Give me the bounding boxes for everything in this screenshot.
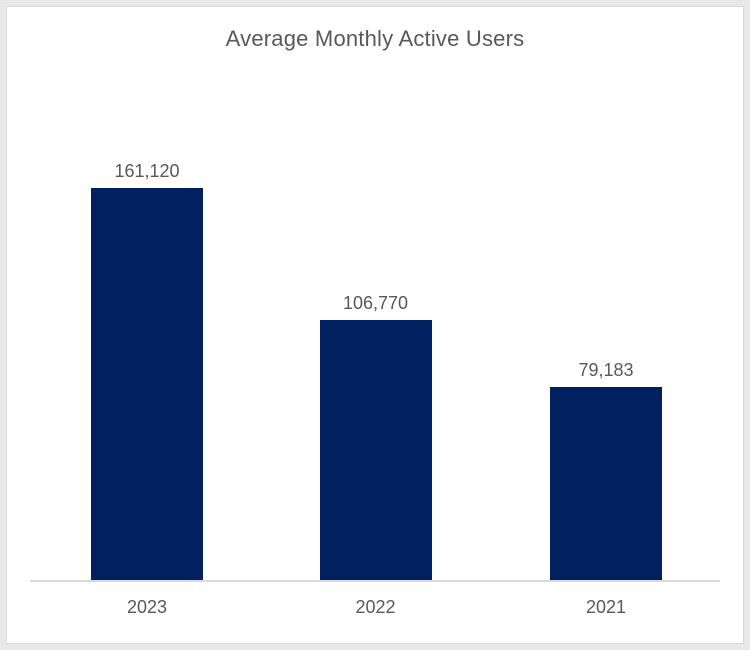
bar-2022 xyxy=(319,320,432,580)
x-axis-label: 2021 xyxy=(585,597,627,617)
bar-value-label: 106,770 xyxy=(342,293,409,313)
bar-slot-2023: 161,120 xyxy=(91,161,203,580)
bar-value-label: 79,183 xyxy=(578,360,634,380)
bar-slot-2022: 106,770 xyxy=(319,293,432,580)
plot-area: 161,120 2023 106,770 2022 79,183 2021 xyxy=(30,120,720,617)
bar-value-label: 161,120 xyxy=(114,161,180,181)
bar-2023 xyxy=(91,188,203,580)
x-axis-label: 2022 xyxy=(355,597,396,617)
bar-2021 xyxy=(550,387,662,580)
x-axis-label: 2023 xyxy=(126,597,168,617)
bar-slot-2021: 79,183 xyxy=(550,360,662,580)
chart-title: Average Monthly Active Users xyxy=(225,26,525,51)
